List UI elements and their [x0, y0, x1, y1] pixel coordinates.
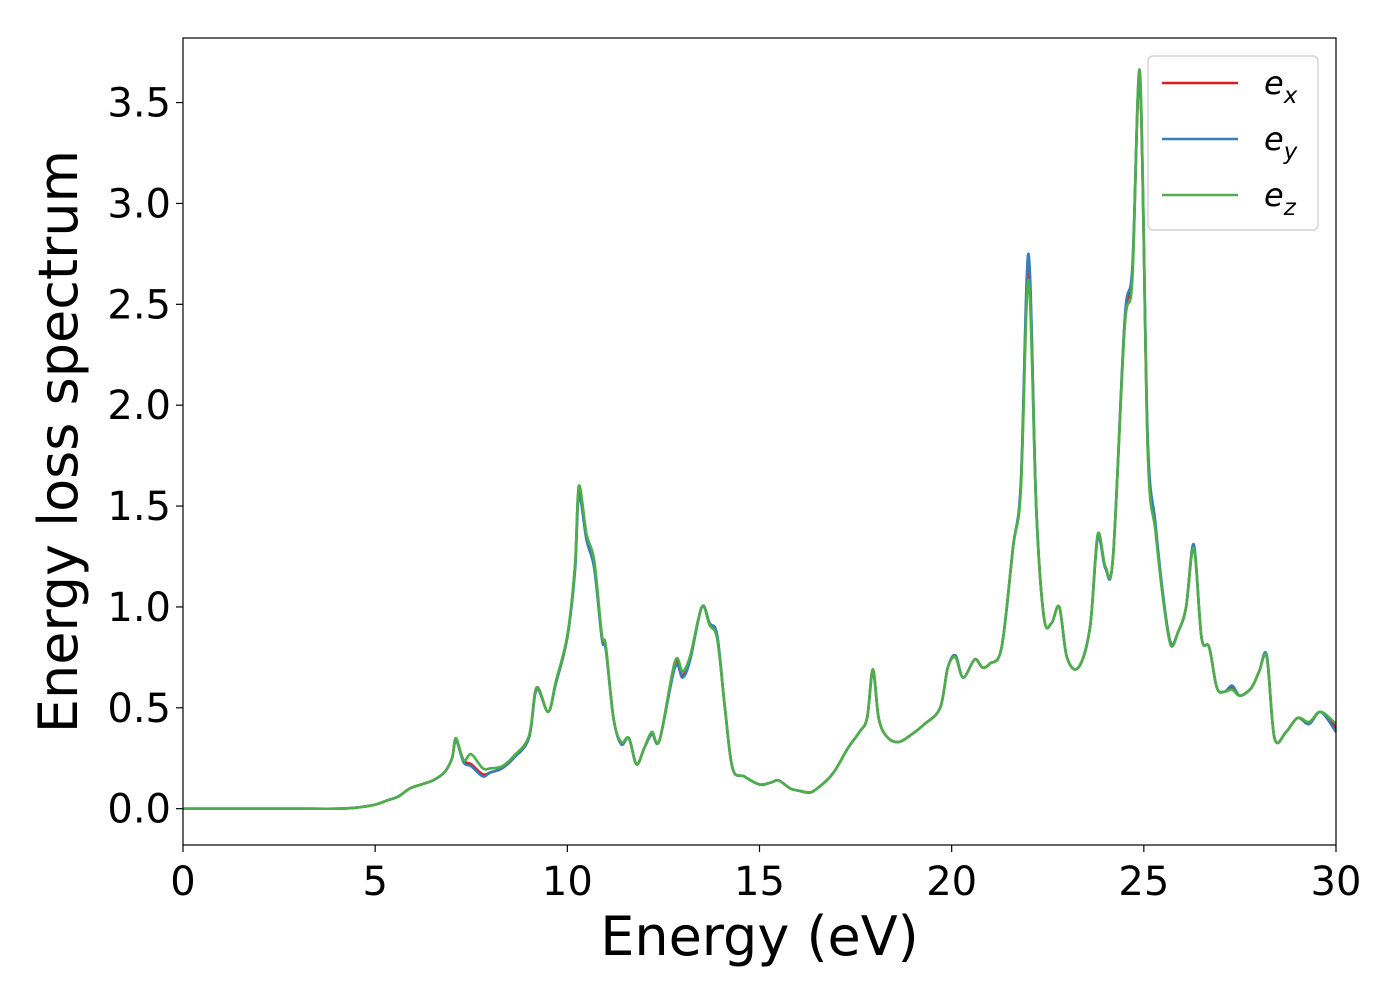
- x-tick-label: 5: [362, 859, 387, 905]
- x-axis-title: Energy (eV): [600, 905, 919, 968]
- y-tick-label: 2.5: [107, 282, 171, 328]
- legend-box: [1147, 55, 1319, 231]
- legend-label-y: ey: [1264, 120, 1298, 165]
- y-tick-label: 0.5: [107, 686, 171, 732]
- x-axis: 0 5 10 15 20 25 30: [170, 845, 1361, 905]
- legend-label-x: ex: [1264, 64, 1298, 109]
- y-tick-label: 3.0: [107, 181, 171, 227]
- y-tick-label: 3.5: [107, 81, 171, 127]
- x-tick-label: 30: [1311, 859, 1362, 905]
- y-axis-title: Energy loss spectrum: [27, 150, 90, 733]
- legend: ex ey ez: [1147, 55, 1319, 231]
- series-line-z: [182, 68, 1337, 811]
- legend-label-z: ez: [1264, 176, 1297, 221]
- x-tick-label: 0: [170, 859, 195, 905]
- y-tick-label: 1.5: [107, 484, 171, 530]
- x-tick-label: 10: [542, 859, 593, 905]
- y-tick-label: 1.0: [107, 585, 171, 631]
- y-tick-label: 2.0: [107, 383, 171, 429]
- series-layer: [182, 68, 1338, 811]
- x-tick-label: 15: [734, 859, 785, 905]
- x-tick-label: 25: [1118, 859, 1169, 905]
- x-tick-label: 20: [926, 859, 977, 905]
- y-tick-label: 0.0: [107, 787, 171, 833]
- y-axis: 0.0 0.5 1.0 1.5 2.0 2.5 3.0 3.5: [107, 81, 183, 833]
